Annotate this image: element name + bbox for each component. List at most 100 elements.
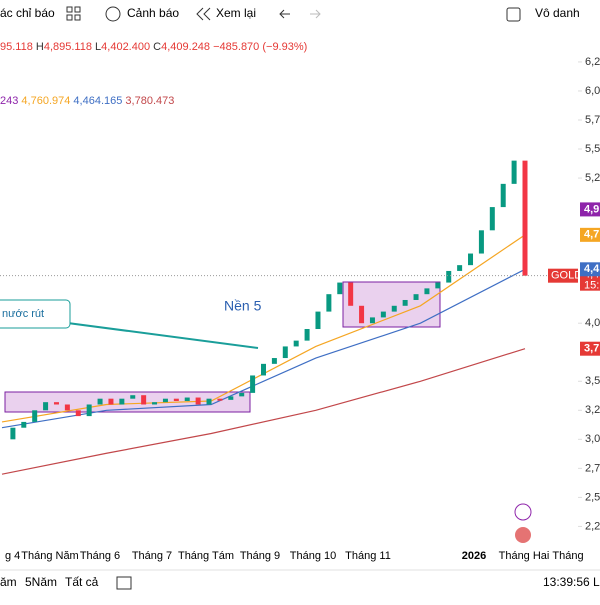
y-tick-label: 2,5	[585, 491, 600, 503]
price-label: 4,7	[584, 229, 599, 241]
candle	[119, 398, 125, 405]
replay-icon	[196, 7, 211, 21]
date-icon[interactable]	[116, 576, 132, 590]
candle	[424, 288, 430, 295]
symbol-tag	[548, 268, 578, 283]
y-tick-label: 3,5	[585, 375, 600, 387]
price-label: 4,4	[584, 263, 600, 275]
candle	[184, 397, 190, 402]
account[interactable]: Vô danh	[535, 6, 580, 20]
alert-icon	[105, 6, 121, 22]
candle	[97, 398, 103, 405]
candle	[522, 160, 528, 276]
x-tick-label: Tháng Tám	[178, 550, 234, 562]
range[interactable]: 5Năm	[25, 575, 57, 589]
candle	[369, 317, 375, 324]
price-label: 4,9	[584, 203, 599, 215]
callout-arrow	[59, 321, 259, 349]
y-tick-label: 3,0	[585, 433, 600, 445]
open: 95.118	[0, 41, 33, 53]
candle	[32, 410, 38, 422]
candle	[511, 160, 517, 184]
icon	[66, 6, 73, 13]
x-tick-label: Tháng Hai	[499, 550, 550, 562]
high: 4,895.118	[44, 41, 92, 53]
countdown: 15:	[584, 280, 599, 292]
candle	[228, 396, 234, 400]
ohlc: 95.118 H4,895.118 L4,402.400 C4,409.248 …	[0, 41, 307, 53]
ind: 3,780.473	[125, 95, 174, 107]
candle	[239, 392, 245, 397]
candle	[446, 270, 452, 283]
l: L	[95, 41, 101, 53]
icon	[74, 14, 81, 21]
low: 4,402.400	[101, 41, 150, 53]
y-tick-label: 2,7	[585, 462, 600, 474]
change: −485.870 (−9.93%)	[213, 41, 307, 53]
candle	[337, 282, 343, 295]
plot	[0, 61, 582, 527]
event-icon[interactable]	[514, 503, 532, 521]
flag-icon[interactable]	[515, 527, 531, 543]
candle	[413, 294, 419, 300]
candle	[141, 395, 147, 405]
candle	[195, 397, 201, 405]
moving-average	[1, 348, 526, 475]
candle	[457, 265, 463, 271]
callout-box	[0, 299, 71, 329]
candle	[108, 398, 114, 405]
candle	[21, 421, 27, 428]
candle	[217, 398, 223, 401]
candle	[162, 398, 168, 403]
ind: 4,464.165	[73, 95, 122, 107]
candle	[53, 402, 59, 405]
price-label: 3,7	[584, 343, 599, 355]
candle	[315, 311, 321, 330]
x-tick-label: Tháng Năm	[21, 550, 78, 562]
symbol: GOLD	[551, 270, 582, 282]
candle	[10, 427, 16, 440]
close: 4,409.248	[161, 41, 210, 53]
candle	[402, 299, 408, 306]
indicators-button[interactable]: ác chỉ báo	[0, 6, 55, 20]
candle	[43, 402, 49, 411]
checkbox[interactable]	[506, 7, 521, 22]
candle	[348, 282, 354, 306]
candle	[130, 395, 136, 399]
candle	[380, 311, 386, 318]
candle	[293, 340, 299, 347]
x-tick-label: Tháng	[552, 550, 583, 562]
x-tick-label: Tháng 11	[345, 550, 391, 562]
candle	[75, 410, 81, 417]
alerts-button[interactable]: Cảnh báo	[127, 6, 179, 20]
y-tick-label: 3,2	[585, 404, 600, 416]
range[interactable]: ăm	[0, 575, 17, 589]
undo[interactable]	[279, 9, 290, 19]
candle	[86, 404, 92, 417]
price-badge	[580, 227, 600, 242]
y-tick-label: 6,2	[585, 56, 600, 68]
y-tick-label: 2,2	[585, 520, 600, 532]
x-tick-label: 2026	[462, 550, 486, 562]
price-badge	[580, 202, 600, 217]
c: C	[153, 41, 161, 53]
redo[interactable]	[310, 9, 321, 19]
x-tick-label: Tháng 9	[240, 550, 280, 562]
y-tick-label: 5,5	[585, 143, 600, 155]
x-tick-label: Tháng 7	[132, 550, 172, 562]
y-tick-label: 4,0	[585, 317, 600, 329]
replay-button[interactable]: Xem lại	[216, 6, 256, 20]
price-badge	[580, 341, 600, 356]
ind: 4,760.974	[21, 95, 70, 107]
y-tick-label: 5,7	[585, 114, 600, 126]
y-tick-label: 5,2	[585, 172, 600, 184]
candle	[359, 305, 365, 324]
icon	[66, 14, 73, 21]
candle	[261, 363, 266, 376]
candle	[152, 402, 158, 405]
candle	[478, 230, 484, 254]
h: H	[36, 41, 44, 53]
range[interactable]: Tất cả	[65, 575, 99, 589]
candle	[489, 207, 495, 231]
